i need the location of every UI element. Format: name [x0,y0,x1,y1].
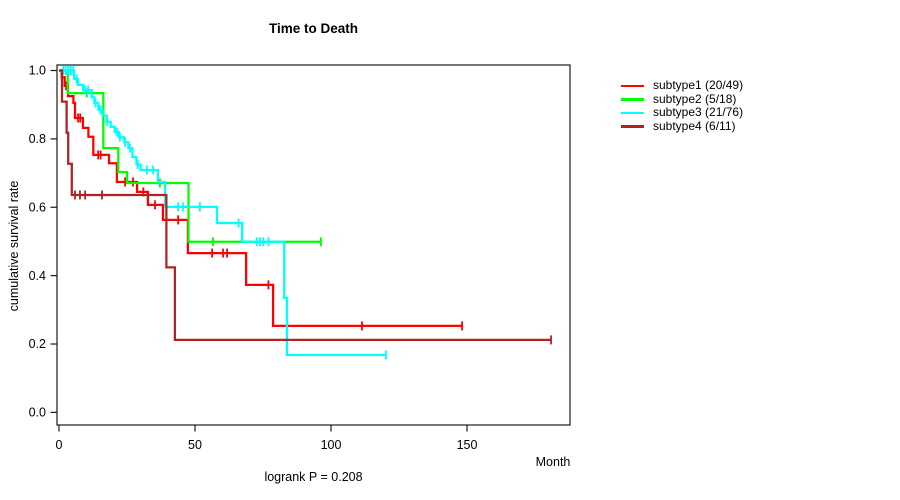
y-tick-label: 0.0 [29,406,46,420]
survival-curve-subtype3 [59,69,386,357]
x-axis-title: Month [535,455,571,469]
x-axis-ticks: 0 50 100 150 [56,425,478,452]
legend-label: subtype2 (5/18) [653,91,737,106]
y-axis-ticks: 1.0 0.8 0.6 0.4 0.2 0.0 [29,64,57,420]
y-tick-label: 0.6 [29,200,46,214]
legend: subtype1 (20/49) subtype2 (5/18) subtype… [621,78,744,134]
legend-label: subtype3 (21/76) [653,105,744,120]
x-tick-label: 50 [188,438,202,452]
legend-line-subtype2 [621,98,644,101]
legend-item: subtype1 (20/49) [621,78,744,93]
y-tick-label: 0.8 [29,132,46,146]
legend-line-subtype1 [621,84,644,88]
y-tick-label: 0.2 [29,337,46,351]
chart-title: Time to Death [268,21,358,36]
legend-item: subtype4 (6/11) [621,118,743,134]
x-tick-label: 0 [56,438,63,452]
plot-box [56,64,571,426]
legend-line-subtype3 [621,111,644,115]
survival-curve-subtype4 [59,69,551,342]
x-tick-label: 100 [321,438,342,452]
legend-label: subtype1 (20/49) [653,78,744,92]
legend-line-subtype4 [621,125,644,128]
legend-label: subtype4 (6/11) [653,118,736,133]
survival-curve-subtype1 [59,69,463,328]
y-tick-label: 0.4 [29,269,46,283]
legend-item: subtype3 (21/76) [621,106,743,120]
x-tick-label: 150 [457,438,478,452]
logrank-annotation: logrank P = 0.208 [264,470,363,484]
y-tick-label: 1.0 [29,64,46,78]
survival-curves [59,66,552,360]
survival-curve-subtype2 [59,69,322,243]
legend-item: subtype2 (5/18) [621,91,743,107]
